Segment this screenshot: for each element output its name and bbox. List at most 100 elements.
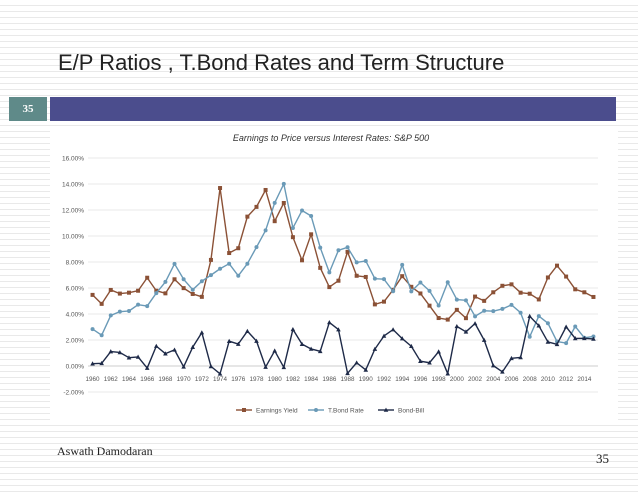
data-point — [482, 298, 487, 303]
data-point — [309, 232, 314, 237]
y-tick-label: 4.00% — [66, 312, 85, 319]
x-tick-label: 1964 — [122, 376, 137, 383]
data-point — [418, 291, 423, 296]
legend-item: Earnings Yield — [236, 408, 298, 415]
data-point — [218, 266, 223, 271]
data-point — [564, 341, 569, 346]
data-point — [145, 275, 150, 280]
x-tick-label: 2008 — [523, 376, 538, 383]
data-point — [145, 304, 150, 309]
x-tick-label: 2012 — [559, 376, 574, 383]
data-point — [318, 245, 323, 250]
x-tick-label: 1970 — [177, 376, 192, 383]
data-point — [390, 327, 396, 332]
data-point — [126, 309, 131, 314]
data-point — [381, 277, 386, 282]
page-number: 35 — [596, 451, 609, 466]
data-point — [572, 336, 578, 341]
data-point — [235, 341, 241, 346]
data-point — [436, 349, 441, 354]
data-point — [545, 339, 551, 344]
x-tick-label: 1980 — [268, 376, 283, 383]
data-point — [208, 363, 214, 369]
data-point — [527, 313, 532, 319]
data-point — [226, 338, 232, 343]
data-point — [427, 288, 432, 293]
data-point — [436, 316, 441, 321]
data-point — [117, 350, 123, 355]
data-point — [336, 327, 341, 332]
data-point — [381, 299, 386, 304]
x-tick-label: 1974 — [213, 376, 228, 383]
data-point — [163, 279, 168, 284]
data-point — [573, 324, 578, 329]
data-point — [372, 302, 377, 307]
slide-title: E/P Ratios , T.Bond Rates and Term Struc… — [58, 50, 505, 75]
data-point — [199, 294, 204, 299]
data-point — [308, 346, 314, 351]
data-point — [500, 306, 505, 311]
data-point — [90, 327, 95, 332]
data-point — [327, 320, 332, 325]
data-point — [399, 336, 405, 341]
data-point — [454, 297, 459, 302]
x-tick-label: 1994 — [395, 376, 410, 383]
author-name: Aswath Damodaran — [57, 444, 153, 458]
data-point — [409, 289, 414, 294]
data-point — [463, 316, 468, 321]
y-tick-label: 10.00% — [62, 234, 84, 241]
data-point — [463, 329, 469, 334]
data-point — [500, 369, 505, 374]
data-point — [290, 235, 295, 240]
data-point — [300, 208, 305, 213]
legend-item: T.Bond Rate — [308, 408, 364, 415]
data-point — [108, 349, 114, 354]
data-point — [490, 363, 496, 368]
data-point — [227, 251, 232, 256]
data-point — [236, 246, 241, 251]
data-point — [518, 310, 523, 315]
data-point — [190, 287, 195, 292]
data-point — [281, 200, 286, 205]
data-point — [318, 265, 323, 270]
data-point — [336, 248, 341, 253]
data-point — [445, 280, 450, 285]
data-point — [236, 273, 241, 278]
data-point — [290, 326, 296, 332]
data-point — [99, 333, 104, 338]
data-point — [445, 371, 451, 376]
data-point — [300, 258, 305, 263]
data-point — [217, 371, 223, 376]
data-point — [135, 354, 141, 359]
legend-label: Earnings Yield — [256, 408, 298, 415]
series-t-bond-rate — [90, 181, 596, 346]
data-point — [536, 323, 542, 328]
legend-swatch-marker — [242, 408, 246, 412]
data-point — [381, 333, 387, 338]
data-point — [527, 291, 532, 296]
data-point — [354, 360, 359, 365]
data-point — [545, 321, 550, 326]
data-point — [472, 321, 478, 326]
data-point — [418, 280, 423, 285]
slide-number-badge: 35 — [9, 97, 47, 121]
x-tick-label: 1960 — [86, 376, 101, 383]
data-point — [136, 302, 141, 307]
data-point — [281, 364, 287, 370]
data-point — [509, 282, 514, 287]
data-point — [99, 360, 104, 366]
data-point — [163, 351, 168, 356]
data-point — [555, 263, 560, 268]
legend-item: Bond-Bill — [378, 408, 425, 415]
data-point — [427, 303, 432, 308]
x-tick-label: 2004 — [486, 376, 501, 383]
chart-title: Earnings to Price versus Interest Rates:… — [233, 133, 429, 143]
chart-grid — [88, 157, 598, 393]
data-point — [290, 225, 295, 230]
data-point — [272, 219, 277, 224]
data-point — [363, 367, 369, 372]
data-point — [518, 355, 523, 360]
data-point — [500, 283, 505, 288]
x-tick-label: 1998 — [432, 376, 447, 383]
data-point — [117, 291, 122, 296]
